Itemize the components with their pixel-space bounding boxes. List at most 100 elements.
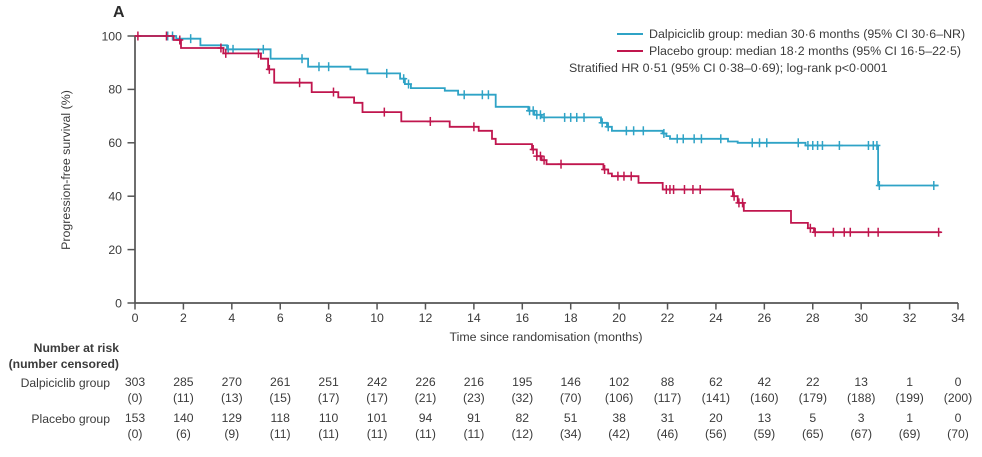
censored-count: (21): [414, 391, 437, 405]
censored-count: (117): [653, 391, 682, 405]
risk-count: 270: [221, 375, 242, 389]
censored-count: (42): [608, 427, 630, 441]
x-tick-label: 18: [564, 311, 578, 325]
censored-count: (0): [127, 427, 143, 441]
x-tick-label: 12: [419, 311, 433, 325]
risk-count: 82: [515, 411, 530, 425]
censored-count: (188): [846, 391, 876, 405]
risk-count: 140: [173, 411, 194, 425]
legend-label-placebo: Placebo group: median 18·2 months (95% C…: [649, 44, 962, 58]
risk-table-subheader: (number censored): [8, 357, 119, 371]
censored-count: (17): [366, 391, 388, 405]
legend-label-dalpiciclib: Dalpiciclib group: median 30·6 months (9…: [649, 27, 966, 41]
censored-count: (141): [701, 391, 731, 405]
risk-count: 195: [512, 375, 533, 389]
placebo-line-swatch: [617, 50, 643, 52]
y-tick-label: 60: [108, 136, 122, 150]
x-tick-label: 30: [854, 311, 868, 325]
x-tick-label: 26: [758, 311, 772, 325]
x-tick-label: 14: [467, 311, 481, 325]
x-tick-label: 16: [515, 311, 529, 325]
risk-count: 261: [270, 375, 291, 389]
x-tick-label: 0: [132, 311, 139, 325]
risk-count: 62: [709, 375, 723, 389]
censored-count: (11): [463, 427, 485, 441]
risk-count: 88: [660, 375, 675, 389]
risk-count: 102: [608, 375, 630, 389]
risk-count: 303: [124, 375, 146, 389]
censored-count: (11): [318, 427, 339, 441]
y-tick-label: 0: [115, 296, 122, 310]
censored-count: (15): [269, 391, 292, 405]
x-tick-label: 20: [612, 311, 626, 325]
censored-count: (69): [898, 427, 921, 441]
censored-count: (200): [943, 391, 973, 405]
x-axis-title: Time since randomisation (months): [449, 330, 643, 344]
censored-count: (65): [801, 427, 824, 441]
censored-count: (11): [173, 391, 194, 405]
risk-count: 0: [954, 375, 962, 389]
censored-count: (199): [895, 391, 924, 405]
risk-count: 94: [418, 411, 433, 425]
risk-count: 129: [221, 411, 242, 425]
y-tick-label: 80: [108, 83, 122, 97]
censored-count: (56): [705, 427, 727, 441]
risk-count: 42: [757, 375, 772, 389]
x-tick-label: 2: [180, 311, 187, 325]
risk-table-header: Number at risk: [33, 341, 119, 355]
risk-count: 13: [757, 411, 772, 425]
panel-label: A: [113, 4, 125, 21]
censored-count: (11): [269, 427, 291, 441]
legend-entry-dalpiciclib: Dalpiciclib group: median 30·6 months (9…: [617, 27, 965, 41]
censored-count: (70): [559, 391, 582, 405]
legend-entry-placebo: Placebo group: median 18·2 months (95% C…: [617, 44, 961, 58]
censored-count: (67): [850, 427, 873, 441]
risk-count: 146: [560, 375, 581, 389]
risk-row-label-placebo: Placebo group: [31, 412, 110, 426]
y-tick-label: 100: [101, 29, 122, 43]
censored-count: (11): [415, 427, 436, 441]
y-tick-label: 40: [108, 190, 122, 204]
risk-count: 216: [463, 375, 485, 389]
y-axis-title: Progression-free survival (%): [59, 90, 73, 250]
risk-count: 31: [660, 411, 675, 425]
censored-count: (0): [127, 391, 143, 405]
x-tick-label: 4: [228, 311, 235, 325]
stratified-hr-note: Stratified HR 0·51 (95% CI 0·38–0·69); l…: [569, 61, 888, 75]
censored-count: (11): [366, 427, 388, 441]
risk-count: 38: [612, 411, 626, 425]
risk-count: 20: [709, 411, 723, 425]
risk-count: 51: [563, 411, 578, 425]
censored-count: (46): [656, 427, 679, 441]
risk-row-label-dalpiciclib: Dalpiciclib group: [20, 376, 110, 390]
censored-count: (179): [798, 391, 828, 405]
risk-count: 285: [173, 375, 194, 389]
risk-count: 5: [809, 411, 817, 425]
x-tick-label: 28: [806, 311, 820, 325]
risk-count: 242: [366, 375, 388, 389]
x-tick-label: 34: [951, 311, 965, 325]
censored-count: (70): [947, 427, 969, 441]
x-tick-label: 10: [370, 311, 384, 325]
x-tick-label: 8: [325, 311, 332, 325]
risk-count: 101: [366, 411, 388, 425]
risk-count: 226: [415, 375, 436, 389]
censored-count: (59): [753, 427, 776, 441]
censored-count: (12): [511, 427, 534, 441]
censored-count: (13): [220, 391, 243, 405]
risk-count: 118: [270, 411, 290, 425]
risk-count: 22: [806, 375, 820, 389]
risk-count: 91: [467, 411, 481, 425]
x-tick-label: 6: [277, 311, 284, 325]
censored-count: (32): [511, 391, 534, 405]
x-tick-label: 24: [709, 311, 723, 325]
censored-count: (6): [175, 427, 191, 441]
risk-count: 153: [124, 411, 146, 425]
risk-count: 0: [954, 411, 962, 425]
x-tick-label: 22: [661, 311, 675, 325]
risk-count: 1: [906, 411, 913, 425]
censored-count: (34): [559, 427, 582, 441]
risk-count: 110: [318, 411, 339, 425]
